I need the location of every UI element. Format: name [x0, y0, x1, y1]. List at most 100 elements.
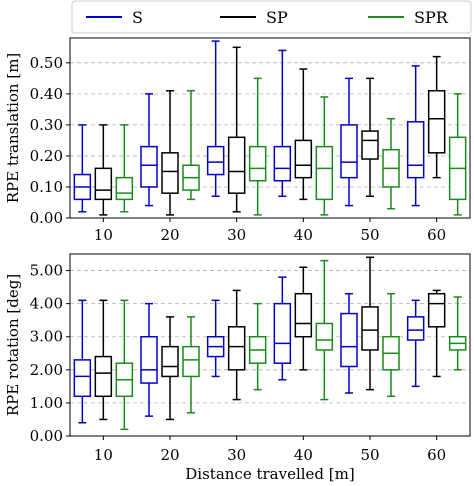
box-spr — [382, 117, 400, 210]
translation-y-axis-label: RPE translation [m] — [4, 53, 22, 204]
x-tick-label: 40 — [294, 226, 313, 244]
box-spr — [448, 296, 467, 371]
y-tick-label: 0.50 — [30, 54, 63, 72]
rotation-boxes — [73, 256, 467, 431]
box-spr — [315, 259, 334, 401]
x-tick-label: 20 — [160, 446, 179, 464]
box-sp — [427, 289, 446, 378]
rotation-x-ticks: 10 20 30 40 50 60 — [94, 436, 446, 464]
box-iqr — [94, 167, 113, 201]
box-s — [406, 299, 425, 388]
box-s — [140, 302, 158, 417]
box-s — [273, 49, 292, 198]
box-s — [73, 299, 92, 424]
box-iqr — [161, 152, 179, 194]
translation-y-ticks: 0.00 0.10 0.20 0.30 0.40 0.50 — [30, 54, 70, 227]
box-iqr — [361, 306, 379, 351]
box-iqr — [427, 90, 446, 154]
box-s — [340, 292, 358, 394]
box-iqr — [315, 145, 334, 201]
box-spr — [248, 77, 267, 216]
legend-label-spr: SPR — [414, 8, 449, 27]
box-iqr — [315, 322, 334, 351]
box-sp — [161, 316, 179, 421]
x-tick-label: 60 — [427, 446, 446, 464]
box-spr — [248, 302, 267, 391]
box-iqr — [406, 121, 425, 179]
box-s — [406, 65, 425, 207]
x-tick-label: 10 — [94, 226, 113, 244]
box-sp — [427, 55, 446, 179]
box-sp — [294, 68, 313, 201]
translation-plot-frame — [69, 37, 471, 219]
box-iqr — [406, 316, 425, 341]
box-s — [73, 124, 92, 213]
box-spr — [315, 96, 334, 216]
rotation-y-axis-label: RPE rotation [deg] — [4, 274, 22, 416]
box-sp — [227, 46, 246, 213]
x-tick-label: 20 — [160, 226, 179, 244]
box-sp — [227, 289, 246, 401]
box-spr — [448, 93, 467, 216]
x-tick-label: 50 — [360, 446, 379, 464]
box-iqr — [206, 145, 225, 176]
y-tick-label: 3.00 — [30, 328, 63, 346]
legend-label-sp: SP — [266, 8, 288, 27]
rotation-gridlines — [70, 270, 470, 437]
box-spr — [115, 124, 134, 213]
box-iqr — [361, 130, 379, 160]
box-iqr — [140, 145, 158, 188]
y-tick-label: 0.40 — [30, 85, 63, 103]
box-iqr — [273, 145, 292, 182]
box-spr — [382, 292, 400, 398]
box-s — [140, 93, 158, 207]
translation-boxes — [73, 40, 467, 216]
box-sp — [294, 266, 313, 371]
legend: S SP SPR — [71, 0, 472, 34]
y-tick-label: 1.00 — [30, 394, 63, 412]
box-iqr — [294, 139, 313, 179]
box-iqr — [273, 302, 292, 364]
box-s — [273, 276, 292, 381]
box-sp — [94, 299, 113, 421]
legend-frame — [71, 0, 472, 34]
box-iqr — [227, 326, 246, 371]
box-iqr — [73, 359, 92, 398]
box-s — [206, 40, 225, 198]
box-iqr — [140, 335, 158, 384]
legend-label-s: S — [132, 8, 143, 27]
box-spr — [182, 316, 200, 414]
translation-x-ticks: 10 20 30 40 50 60 — [94, 218, 446, 244]
rotation-panel: 0.00 1.00 2.00 3.00 4.00 5.00 10 20 30 4… — [4, 253, 471, 483]
y-tick-label: 5.00 — [30, 262, 63, 280]
box-s — [340, 77, 358, 207]
box-sp — [161, 90, 179, 216]
box-iqr — [182, 345, 200, 378]
x-tick-label: 10 — [94, 446, 113, 464]
x-tick-label: 40 — [294, 446, 313, 464]
box-sp — [361, 256, 379, 391]
y-tick-label: 0.00 — [30, 427, 63, 445]
y-tick-label: 4.00 — [30, 295, 63, 313]
box-iqr — [115, 176, 134, 201]
box-iqr — [227, 136, 246, 194]
x-tick-label: 30 — [227, 446, 246, 464]
x-axis-label: Distance travelled [m] — [185, 465, 354, 483]
box-iqr — [94, 355, 113, 398]
box-spr — [115, 299, 134, 431]
rotation-plot-frame — [69, 253, 471, 437]
x-tick-label: 60 — [427, 226, 446, 244]
translation-panel: 0.00 0.10 0.20 0.30 0.40 0.50 10 20 30 4… — [4, 37, 471, 244]
box-sp — [361, 77, 379, 198]
rotation-y-ticks: 0.00 1.00 2.00 3.00 4.00 5.00 — [30, 262, 70, 445]
box-sp — [94, 124, 113, 216]
y-tick-label: 0.10 — [30, 178, 63, 196]
box-iqr — [340, 124, 358, 179]
box-iqr — [427, 292, 446, 328]
y-tick-label: 0.00 — [30, 209, 63, 227]
box-iqr — [294, 292, 313, 338]
box-iqr — [340, 312, 358, 368]
x-tick-label: 50 — [360, 226, 379, 244]
y-tick-label: 2.00 — [30, 361, 63, 379]
